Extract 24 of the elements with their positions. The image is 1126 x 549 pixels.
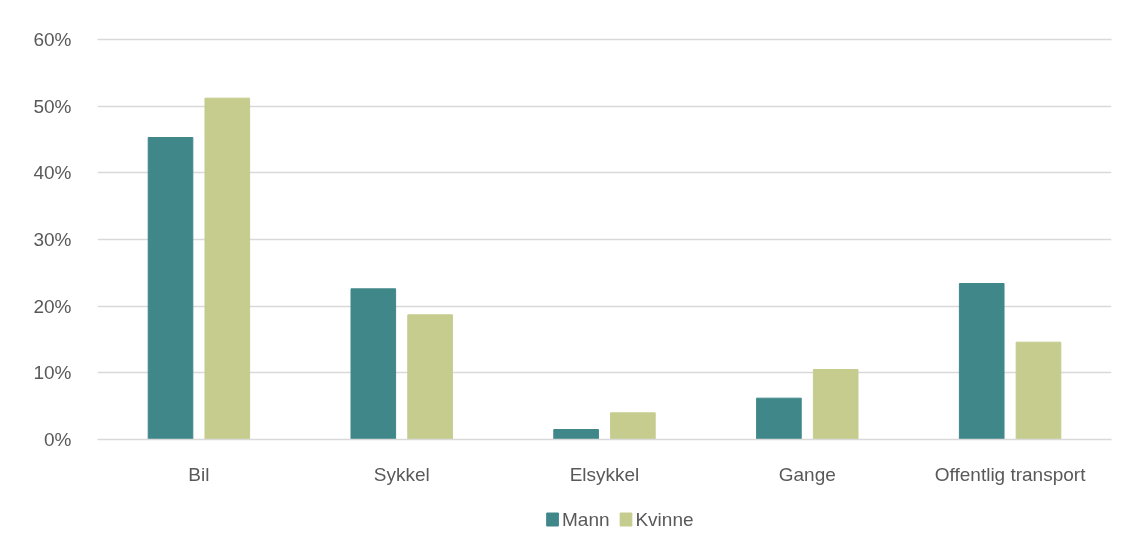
x-tick-label: Elsykkel [569,463,640,485]
bar [610,412,656,440]
legend-label: Mann [561,509,610,530]
x-tick-label: Gange [778,463,836,485]
bar [553,429,599,440]
legend-label: Kvinne [635,509,694,530]
y-tick-label: 20% [33,295,72,317]
x-tick-label: Sykkel [373,463,430,485]
y-tick-label: 10% [33,362,72,384]
x-tick-label: Bil [188,463,210,485]
bar [756,397,802,440]
y-tick-label: 40% [33,162,72,184]
y-tick-label: 0% [44,429,72,450]
bar [204,97,251,440]
x-tick-label: Offentlig transport [934,463,1087,485]
bar [407,314,453,440]
bar [958,283,1005,440]
y-tick-label: 30% [33,229,72,250]
bar [812,369,859,440]
bar [147,137,194,440]
y-tick-label: 60% [33,29,72,50]
bar [1015,341,1062,440]
y-tick-label: 50% [33,95,72,117]
bar [350,288,397,440]
